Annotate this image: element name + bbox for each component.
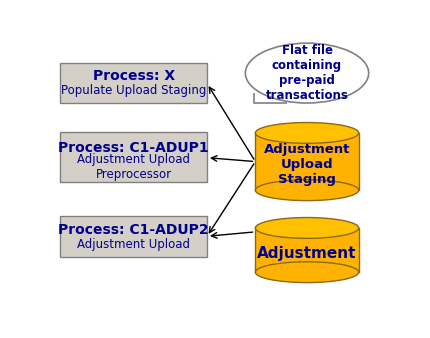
Text: Process: C1-ADUP1: Process: C1-ADUP1: [58, 141, 209, 155]
FancyBboxPatch shape: [255, 133, 359, 190]
Text: Adjustment: Adjustment: [257, 246, 357, 261]
Text: Process: X: Process: X: [93, 69, 175, 83]
Ellipse shape: [246, 43, 369, 103]
FancyBboxPatch shape: [60, 132, 207, 183]
Ellipse shape: [255, 180, 359, 201]
Text: Populate Upload Staging: Populate Upload Staging: [61, 84, 206, 97]
Text: Adjustment Upload
Preprocessor: Adjustment Upload Preprocessor: [77, 153, 190, 181]
Ellipse shape: [255, 262, 359, 283]
FancyBboxPatch shape: [60, 63, 207, 103]
Ellipse shape: [255, 218, 359, 238]
Ellipse shape: [255, 123, 359, 143]
Text: Process: C1-ADUP2: Process: C1-ADUP2: [58, 222, 209, 237]
Text: Flat file
containing
pre-paid
transactions: Flat file containing pre-paid transactio…: [266, 44, 348, 102]
FancyBboxPatch shape: [255, 228, 359, 272]
Text: Adjustment
Upload
Staging: Adjustment Upload Staging: [264, 143, 350, 186]
Text: Adjustment Upload: Adjustment Upload: [77, 238, 190, 251]
FancyBboxPatch shape: [60, 216, 207, 257]
